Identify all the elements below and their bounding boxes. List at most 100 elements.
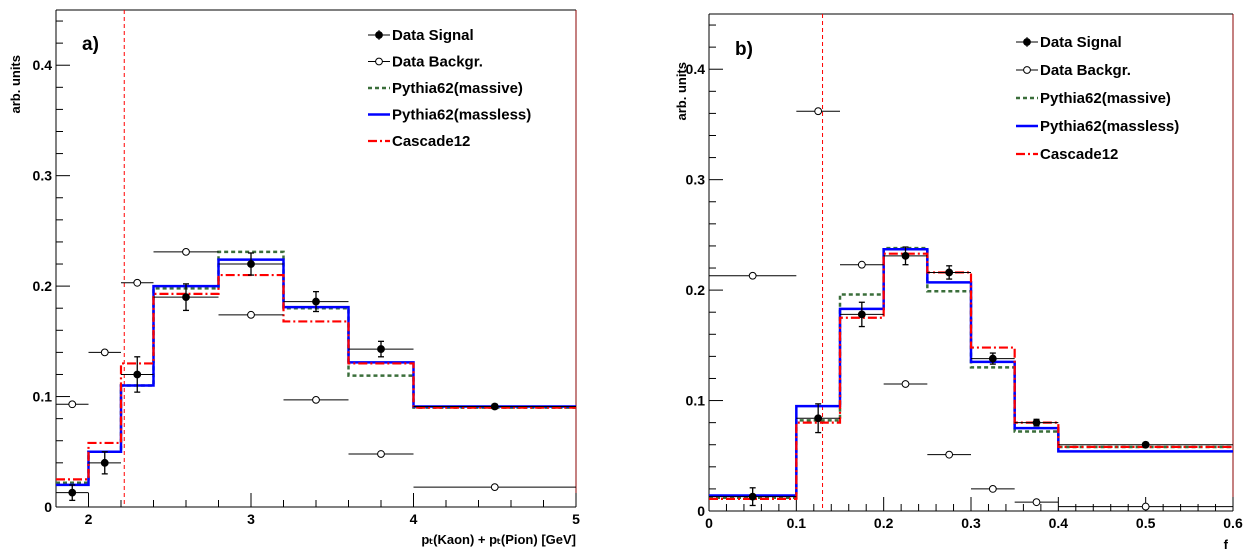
legend-entry: Pythia62(massive) bbox=[368, 80, 523, 97]
filled-marker bbox=[1141, 440, 1150, 449]
filled-marker bbox=[814, 414, 823, 423]
y-tick-label: 0.3 bbox=[686, 172, 706, 188]
data-signal-point bbox=[1058, 440, 1233, 449]
y-tick-label: 0.4 bbox=[686, 61, 706, 77]
data-signal-point bbox=[927, 265, 971, 280]
data-background-point bbox=[121, 278, 154, 287]
filled-marker bbox=[68, 488, 77, 497]
data-signal-point bbox=[413, 402, 576, 411]
legend-entry: Pythia62(massless) bbox=[1016, 118, 1179, 135]
x-tick-label: 3 bbox=[247, 511, 255, 527]
data-background-point bbox=[1058, 502, 1233, 511]
data-signal-point bbox=[56, 484, 89, 502]
data-background-point bbox=[348, 450, 414, 458]
legend-label: Pythia62(massless) bbox=[392, 107, 531, 124]
open-marker bbox=[1141, 502, 1150, 511]
x-tick-label: 0.4 bbox=[1049, 515, 1069, 531]
filled-marker bbox=[247, 260, 255, 268]
data-signal-point bbox=[709, 487, 797, 507]
legend-entry: Cascade12 bbox=[1016, 146, 1118, 163]
data-background-point bbox=[283, 395, 349, 404]
legend-label: Data Backgr. bbox=[1040, 62, 1131, 79]
y-tick-label: 0 bbox=[697, 503, 705, 519]
legend-swatch-marker bbox=[1023, 66, 1031, 74]
legend-swatch-marker bbox=[375, 57, 383, 66]
y-tick-label: 0.2 bbox=[33, 278, 53, 294]
y-tick-label: 0.1 bbox=[686, 393, 706, 409]
panel-label: b) bbox=[735, 39, 753, 60]
filled-marker bbox=[857, 310, 866, 319]
filled-marker bbox=[182, 293, 190, 302]
y-axis-label: arb. units bbox=[674, 62, 689, 121]
data-signal-point bbox=[121, 356, 154, 393]
open-marker bbox=[100, 348, 109, 357]
data-signal-point bbox=[883, 246, 928, 266]
x-tick-label: 2 bbox=[85, 511, 93, 527]
filled-marker bbox=[945, 268, 954, 277]
panel-label: a) bbox=[82, 34, 99, 55]
filled-marker bbox=[100, 458, 109, 467]
filled-marker bbox=[1032, 418, 1041, 427]
data-background-point bbox=[971, 485, 1015, 493]
x-tick-label: 0.3 bbox=[961, 515, 981, 531]
x-tick-label: 0.5 bbox=[1136, 515, 1156, 531]
x-tick-label: 0.1 bbox=[787, 515, 807, 531]
data-signal-point bbox=[796, 403, 840, 434]
data-background-point bbox=[709, 271, 797, 280]
data-background-point bbox=[88, 348, 121, 357]
data-background-point bbox=[56, 400, 89, 409]
open-marker bbox=[490, 483, 499, 492]
y-tick-label: 0 bbox=[44, 499, 52, 515]
x-tick-label: 0.6 bbox=[1223, 515, 1243, 531]
data-background-point bbox=[413, 483, 576, 492]
data-signal-point bbox=[840, 301, 884, 328]
legend-label: Pythia62(massive) bbox=[1040, 90, 1171, 107]
data-background-point bbox=[840, 260, 884, 269]
data-background-point bbox=[153, 247, 219, 256]
x-tick-label: 4 bbox=[410, 511, 418, 527]
open-marker bbox=[133, 278, 142, 287]
y-tick-label: 0.2 bbox=[686, 282, 706, 298]
data-signal-point bbox=[1014, 418, 1059, 427]
legend-label: Data Signal bbox=[1040, 34, 1122, 51]
filled-marker bbox=[133, 370, 142, 379]
x-axis-label: pₜ(Kaon) + pₜ(Pion) [GeV] bbox=[421, 532, 576, 547]
data-signal-point bbox=[88, 451, 121, 475]
x-tick-label: 0.2 bbox=[874, 515, 894, 531]
legend-label: Cascade12 bbox=[392, 133, 470, 150]
legend-entry: Cascade12 bbox=[368, 133, 470, 150]
legend-label: Data Backgr. bbox=[392, 54, 483, 71]
data-background-point bbox=[1014, 498, 1059, 507]
open-marker bbox=[68, 400, 77, 409]
legend-entry: Data Backgr. bbox=[1016, 62, 1131, 79]
data-background-point bbox=[218, 310, 284, 319]
open-marker bbox=[748, 271, 757, 280]
open-marker bbox=[857, 260, 866, 269]
legend-label: Data Signal bbox=[392, 27, 474, 44]
open-marker bbox=[1032, 498, 1041, 507]
legend-entry: Pythia62(massless) bbox=[368, 107, 531, 124]
legend-entry: Pythia62(massive) bbox=[1016, 90, 1171, 107]
legend-swatch-marker bbox=[1023, 38, 1031, 46]
data-signal-point bbox=[153, 283, 219, 312]
open-marker bbox=[377, 450, 385, 458]
y-tick-label: 0.4 bbox=[33, 57, 53, 73]
open-marker bbox=[182, 247, 190, 256]
data-background-point bbox=[927, 450, 971, 459]
x-axis-label: f bbox=[1224, 537, 1229, 549]
y-tick-label: 0.3 bbox=[33, 168, 53, 184]
filled-marker bbox=[748, 492, 757, 501]
x-tick-label: 5 bbox=[572, 511, 580, 527]
legend-label: Cascade12 bbox=[1040, 146, 1118, 163]
chart-panel-a: 2 3 4 5 0 0.1 0.2 0.3 0.4 arb. units pₜ(Kaon) + pₜ… bbox=[8, 9, 580, 547]
legend-entry: Data Signal bbox=[1016, 34, 1122, 51]
legend-entry: Data Backgr. bbox=[368, 54, 483, 71]
legend-entry: Data Signal bbox=[368, 27, 474, 44]
data-signal-point bbox=[218, 252, 284, 276]
legend-label: Pythia62(massive) bbox=[392, 80, 523, 97]
data-signal-point bbox=[283, 290, 349, 313]
data-signal-point bbox=[348, 340, 414, 358]
